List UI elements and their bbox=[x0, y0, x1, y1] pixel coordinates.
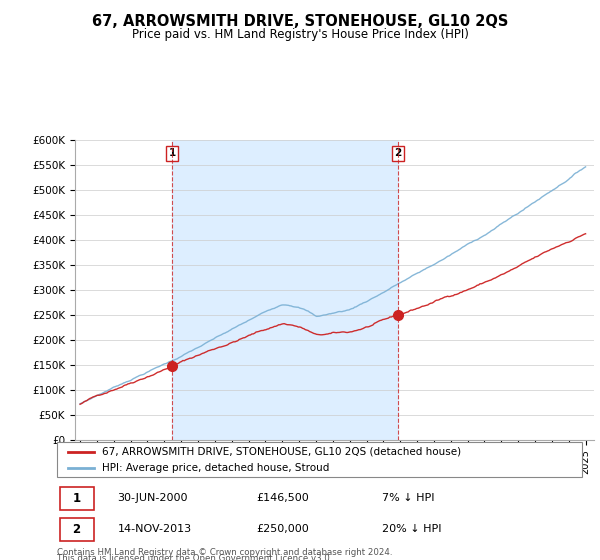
Text: £250,000: £250,000 bbox=[257, 524, 309, 534]
Text: Contains HM Land Registry data © Crown copyright and database right 2024.: Contains HM Land Registry data © Crown c… bbox=[57, 548, 392, 557]
Text: 67, ARROWSMITH DRIVE, STONEHOUSE, GL10 2QS (detached house): 67, ARROWSMITH DRIVE, STONEHOUSE, GL10 2… bbox=[101, 447, 461, 457]
Bar bbox=[172, 140, 398, 440]
Text: 30-JUN-2000: 30-JUN-2000 bbox=[118, 493, 188, 503]
FancyBboxPatch shape bbox=[59, 517, 94, 541]
Text: Price paid vs. HM Land Registry's House Price Index (HPI): Price paid vs. HM Land Registry's House … bbox=[131, 28, 469, 41]
Text: 2: 2 bbox=[394, 148, 402, 158]
Text: This data is licensed under the Open Government Licence v3.0.: This data is licensed under the Open Gov… bbox=[57, 554, 332, 560]
Text: 14-NOV-2013: 14-NOV-2013 bbox=[118, 524, 191, 534]
Text: HPI: Average price, detached house, Stroud: HPI: Average price, detached house, Stro… bbox=[101, 463, 329, 473]
Text: 1: 1 bbox=[169, 148, 176, 158]
Text: 2: 2 bbox=[73, 522, 80, 536]
Text: 1: 1 bbox=[73, 492, 80, 505]
Text: 20% ↓ HPI: 20% ↓ HPI bbox=[383, 524, 442, 534]
FancyBboxPatch shape bbox=[57, 442, 582, 477]
FancyBboxPatch shape bbox=[59, 487, 94, 510]
Text: £146,500: £146,500 bbox=[257, 493, 309, 503]
Text: 7% ↓ HPI: 7% ↓ HPI bbox=[383, 493, 435, 503]
Text: 67, ARROWSMITH DRIVE, STONEHOUSE, GL10 2QS: 67, ARROWSMITH DRIVE, STONEHOUSE, GL10 2… bbox=[92, 14, 508, 29]
